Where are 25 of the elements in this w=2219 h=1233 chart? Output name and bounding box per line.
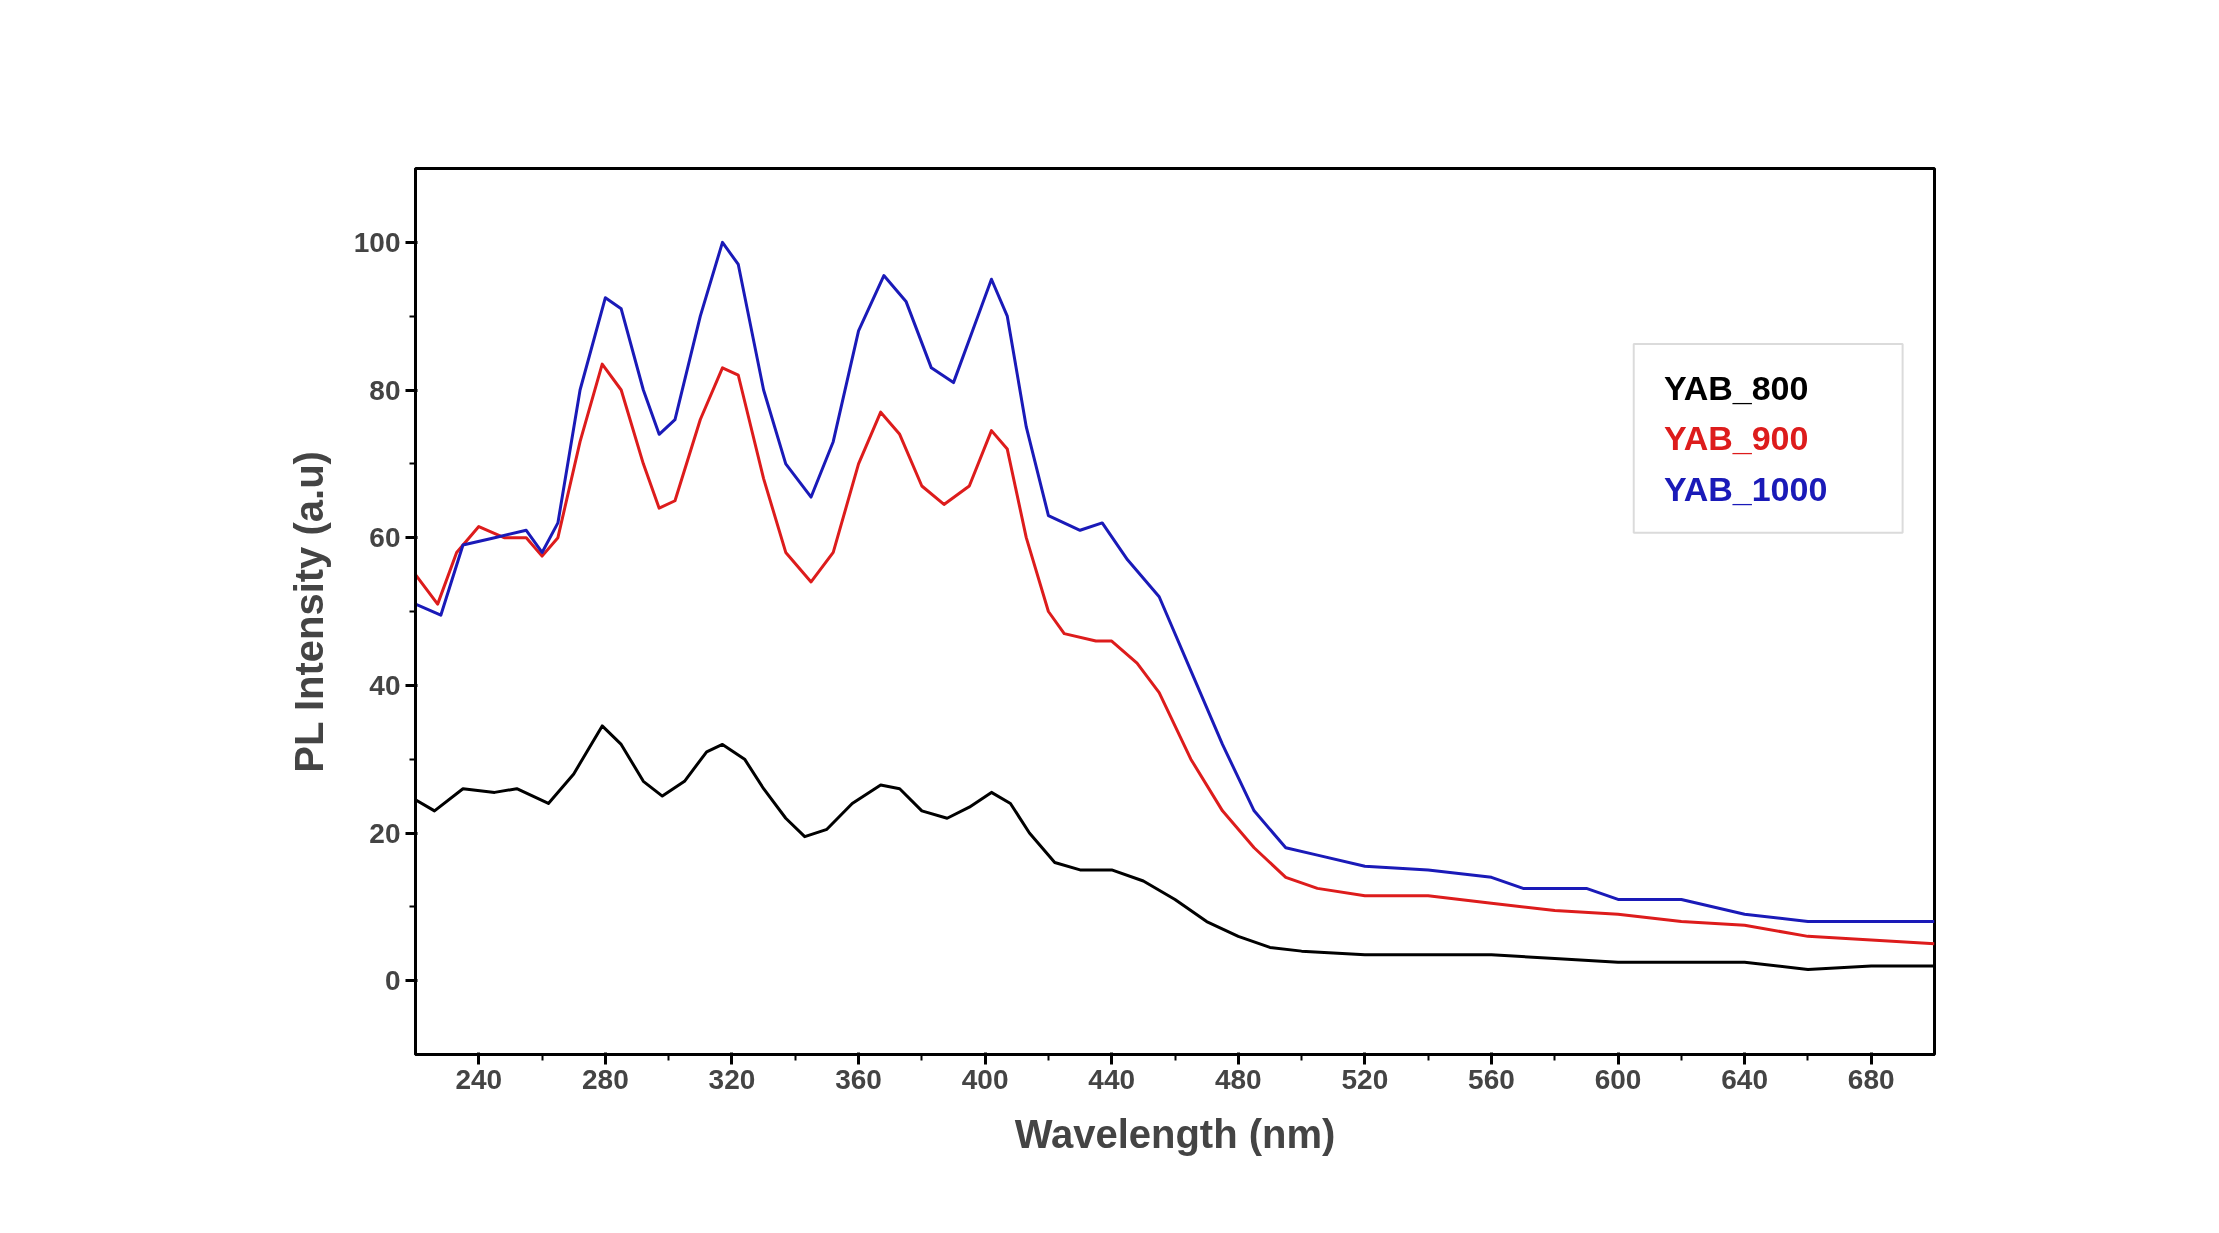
y-tick-label: 80 (369, 374, 401, 406)
x-tick-label: 480 (1214, 1063, 1262, 1095)
text: YAB_1000 (1664, 469, 1828, 508)
y-tick-label: 100 (353, 226, 401, 258)
x-tick-label: 240 (455, 1063, 503, 1095)
x-axis-title: Wavelength (nm) (1014, 1111, 1336, 1156)
x-tick-label: 680 (1847, 1063, 1895, 1095)
text: YAB_900 (1664, 419, 1809, 458)
text: YAB_800 (1664, 368, 1809, 407)
x-tick-label: 560 (1468, 1063, 1515, 1095)
x-tick-label: 440 (1088, 1063, 1136, 1095)
x-tick-label: 640 (1721, 1063, 1768, 1095)
x-tick-label: 320 (708, 1063, 756, 1095)
y-tick-label: 60 (369, 522, 401, 554)
x-tick-label: 600 (1594, 1063, 1642, 1095)
x-tick-label: 520 (1341, 1063, 1389, 1095)
line-series (415, 362, 1935, 946)
y-tick-label: 40 (369, 669, 401, 701)
x-tick-label: 280 (582, 1063, 629, 1095)
y-axis-title: PL Intensity (a.u) (286, 451, 331, 773)
y-tick-label: 0 (384, 965, 401, 997)
line-series (415, 240, 1935, 924)
y-tick-label: 20 (369, 817, 401, 849)
x-tick-label: 400 (961, 1063, 1009, 1095)
x-tick-label: 360 (835, 1063, 882, 1095)
